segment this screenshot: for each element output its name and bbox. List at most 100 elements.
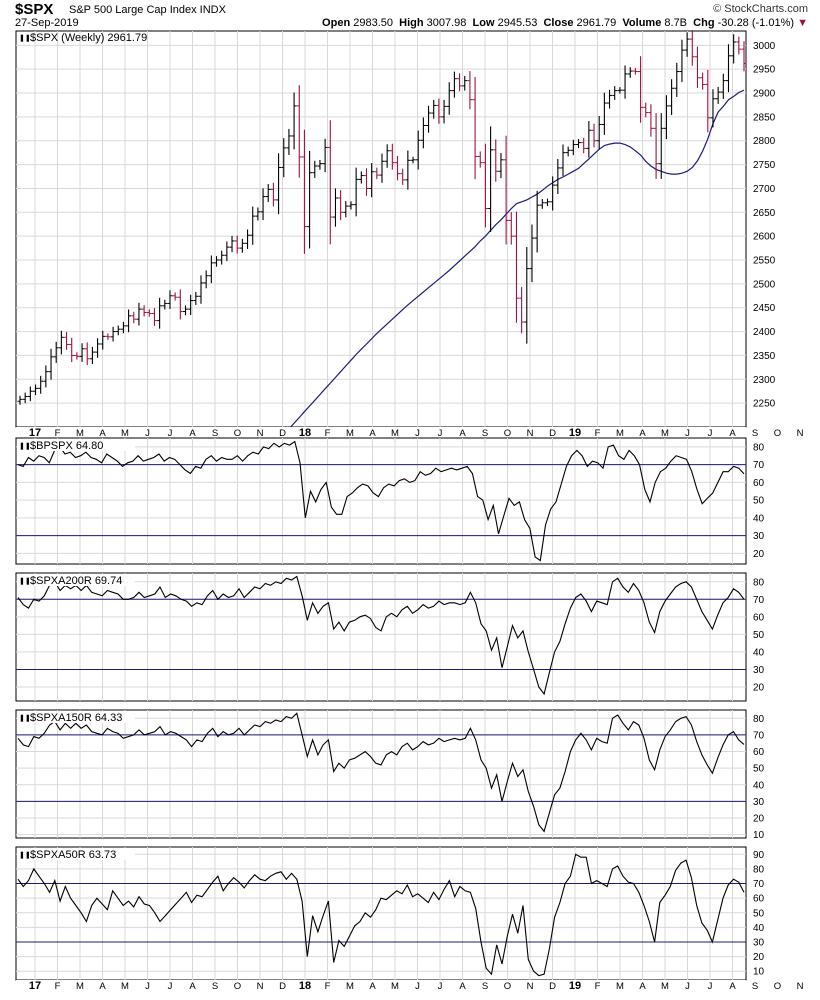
x-axis-label: A	[369, 981, 376, 992]
x-axis-label: F	[595, 428, 601, 439]
down-arrow-icon: ▼	[797, 17, 808, 29]
indicator-line	[17, 712, 745, 833]
y-tick-label: 60	[753, 478, 765, 489]
x-axis-label: D	[279, 428, 286, 439]
x-axis-label: M	[346, 428, 354, 439]
x-axis-label: N	[527, 428, 534, 439]
x-axis-label: M	[121, 981, 129, 992]
y-tick-label: 10	[753, 967, 765, 978]
stockcharts-watermark: © StockCharts.com	[713, 3, 808, 15]
x-axis-label: N	[527, 981, 534, 992]
x-axis-label: M	[391, 981, 399, 992]
low-label: Low	[472, 17, 495, 29]
y-tick-label: 2900	[753, 89, 776, 100]
x-axis-label: J	[438, 981, 443, 992]
y-tick-label: 30	[753, 531, 765, 542]
x-axis-label: J	[415, 428, 420, 439]
legend-background	[17, 439, 135, 451]
x-axis-label: J	[708, 981, 713, 992]
y-tick-label: 20	[753, 682, 765, 693]
y-tick-label: 2450	[753, 303, 776, 314]
y-tick-label: 2650	[753, 208, 776, 219]
open-label: Open	[322, 17, 351, 29]
x-axis-label: A	[729, 428, 736, 439]
x-axis-label: A	[99, 428, 106, 439]
price-legend: $SPX (Weekly) 2961.79	[30, 32, 147, 44]
x-axis-label: F	[55, 428, 61, 439]
y-tick-label: 30	[753, 938, 765, 949]
y-tick-label: 60	[753, 612, 765, 623]
x-axis-label: D	[549, 981, 556, 992]
y-tick-label: 2500	[753, 279, 776, 290]
x-axis-label: A	[189, 981, 196, 992]
change-label: Chg	[693, 17, 715, 29]
x-axis-label: O	[774, 981, 781, 992]
x-axis-label: J	[145, 981, 150, 992]
x-axis-label: S	[752, 981, 758, 992]
open-value: 2983.50	[353, 17, 393, 29]
x-axis-label: A	[189, 428, 196, 439]
y-tick-label: 2550	[753, 256, 776, 267]
y-tick-label: 2600	[753, 232, 776, 243]
volume-label: Volume	[622, 17, 662, 29]
high-value: 3007.98	[426, 17, 467, 29]
x-axis-label: N	[257, 428, 264, 439]
y-tick-label: 2400	[753, 327, 776, 338]
legend-background	[17, 711, 135, 723]
x-axis-label: S	[212, 428, 218, 439]
y-tick-label: 70	[753, 730, 765, 741]
legend-background	[17, 848, 135, 860]
y-tick-label: 2850	[753, 112, 776, 123]
x-axis-label: S	[752, 428, 758, 439]
y-tick-label: 80	[753, 577, 765, 588]
x-axis-label: N	[257, 981, 264, 992]
y-tick-label: 40	[753, 647, 765, 658]
y-tick-label: 50	[753, 764, 765, 775]
y-tick-label: 20	[753, 814, 765, 825]
x-axis-label: J	[168, 428, 173, 439]
x-axis-label: 17	[29, 980, 41, 992]
legend-background	[17, 574, 135, 586]
x-axis-label: M	[616, 981, 624, 992]
y-tick-label: 3000	[753, 41, 776, 52]
y-tick-label: 20	[753, 952, 765, 963]
change-value: -30.28 (-1.01%)	[717, 17, 795, 29]
x-axis-label: M	[76, 428, 84, 439]
x-axis-label: N	[797, 981, 804, 992]
volume-value: 8.7B	[664, 17, 688, 29]
y-tick-label: 60	[753, 747, 765, 758]
indicator-legend: $BPSPX 64.80	[30, 440, 103, 452]
x-axis-label: F	[55, 981, 61, 992]
panel-settings-icon: ❚❚	[19, 442, 31, 450]
x-axis-label: O	[504, 428, 511, 439]
x-axis-label: O	[774, 428, 781, 439]
y-tick-label: 30	[753, 797, 765, 808]
x-axis-band	[16, 980, 746, 990]
x-axis-label: M	[346, 981, 354, 992]
x-axis-label: 19	[569, 980, 581, 992]
panel-frame	[15, 30, 747, 428]
x-axis-label: 19	[569, 427, 581, 439]
x-axis-label: N	[797, 428, 804, 439]
y-tick-label: 2300	[753, 375, 776, 386]
y-tick-label: 2750	[753, 160, 776, 171]
x-axis-label: A	[459, 428, 466, 439]
x-axis-label: S	[212, 981, 218, 992]
x-axis-label: D	[279, 981, 286, 992]
high-label: High	[399, 17, 424, 29]
panel-settings-icon: ❚❚	[19, 714, 31, 722]
y-tick-label: 2350	[753, 351, 776, 362]
indicator-line	[17, 575, 745, 696]
y-tick-label: 2250	[753, 399, 776, 410]
x-axis-label: F	[325, 428, 331, 439]
x-axis-label: J	[708, 428, 713, 439]
y-tick-label: 70	[753, 595, 765, 606]
x-axis-label: F	[595, 981, 601, 992]
x-axis-label: A	[729, 981, 736, 992]
x-axis-label: 18	[299, 427, 311, 439]
y-tick-label: 80	[753, 442, 765, 453]
x-axis-label: S	[482, 981, 488, 992]
y-tick-label: 10	[753, 830, 765, 841]
symbol-title: $SPX	[15, 1, 54, 18]
